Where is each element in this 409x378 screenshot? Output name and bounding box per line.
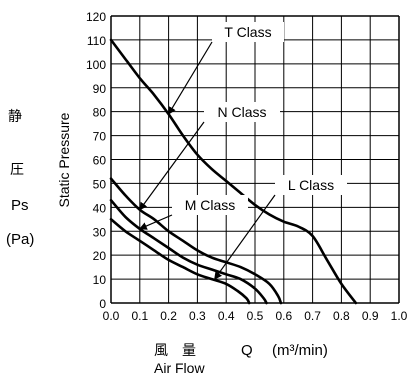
y-tick-label: 20 bbox=[93, 249, 107, 263]
callout-leader-m-class bbox=[138, 214, 173, 230]
class-callouts: T Class N Class M Class L Class bbox=[138, 22, 347, 280]
callout-leader-l-class bbox=[214, 194, 276, 280]
x-tick-label: 0.1 bbox=[131, 309, 148, 323]
y-tick-label: 80 bbox=[93, 106, 107, 120]
x-label-cjk: 風 量 bbox=[154, 343, 196, 359]
x-tick-label: 0.9 bbox=[362, 309, 379, 323]
y-axis-title: Static Pressure bbox=[56, 112, 72, 207]
series-line-n-class bbox=[109, 177, 283, 305]
x-tick-label: 0.2 bbox=[160, 309, 177, 323]
x-tick-label: 0.7 bbox=[304, 309, 321, 323]
tick-labels: 0.0 0.1 0.2 0.3 0.4 0.5 0.6 0.7 0.8 0.9 1.0 0 10 20 30… bbox=[86, 10, 408, 323]
y-tick-label: 30 bbox=[93, 225, 107, 239]
x-label-english: Air Flow bbox=[154, 360, 205, 376]
x-tick-label: 0.6 bbox=[275, 309, 292, 323]
y-tick-label: 110 bbox=[87, 34, 106, 48]
series-line-m-class bbox=[109, 198, 268, 305]
x-tick-label: 0.8 bbox=[333, 309, 350, 323]
callout-box-t-class bbox=[212, 22, 284, 42]
x-label-unit: (m³/min) bbox=[272, 342, 328, 359]
y-tick-label: 0 bbox=[99, 297, 106, 311]
callout-box-m-class bbox=[172, 195, 248, 215]
series-line-t-class bbox=[109, 38, 358, 305]
x-tick-label: 1.0 bbox=[391, 309, 408, 323]
callout-box-l-class bbox=[275, 175, 347, 195]
y-tick-label: 60 bbox=[93, 154, 107, 168]
callout-box-n-class bbox=[204, 102, 280, 122]
y-tick-label: 70 bbox=[93, 130, 107, 144]
y-tick-label: 100 bbox=[86, 58, 106, 72]
grid bbox=[110, 15, 400, 304]
x-tick-label: 0.5 bbox=[247, 309, 264, 323]
y-tick-label: 40 bbox=[93, 201, 107, 215]
x-tick-label: 0.4 bbox=[218, 309, 235, 323]
y-label-cjk-2: 圧 bbox=[10, 162, 24, 178]
y-tick-label: 50 bbox=[93, 177, 107, 191]
y-label-symbol: Ps bbox=[11, 197, 29, 214]
series-group bbox=[109, 38, 358, 305]
y-tick-label: 90 bbox=[93, 82, 107, 96]
y-tick-label: 120 bbox=[86, 10, 106, 24]
x-label-symbol: Q bbox=[241, 342, 253, 359]
callout-label-m-class: M Class bbox=[185, 197, 236, 213]
callout-label-l-class: L Class bbox=[288, 177, 334, 193]
callout-leader-t-class bbox=[168, 41, 213, 115]
callout-label-n-class: N Class bbox=[217, 104, 266, 120]
y-label-cjk-1: 静 bbox=[8, 109, 22, 125]
callout-label-t-class: T Class bbox=[224, 24, 271, 40]
x-tick-label: 0.0 bbox=[103, 309, 120, 323]
callout-leader-n-class bbox=[139, 121, 205, 211]
y-label-unit: (Pa) bbox=[6, 231, 34, 248]
series-line-l-class bbox=[109, 218, 251, 305]
y-tick-label: 10 bbox=[93, 273, 107, 287]
x-tick-label: 0.3 bbox=[189, 309, 206, 323]
